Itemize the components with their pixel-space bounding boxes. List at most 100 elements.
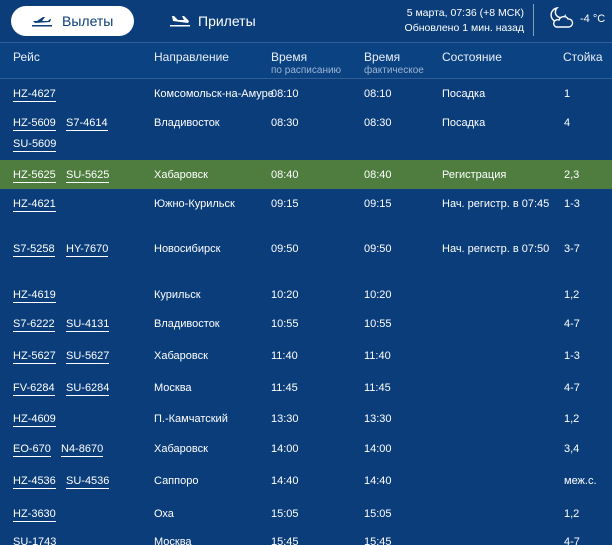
tab-departures-label: Вылеты bbox=[62, 13, 114, 29]
scheduled-time-cell: 15:05 bbox=[271, 508, 299, 520]
flight-number-link[interactable]: SU-6284 bbox=[66, 382, 110, 396]
actual-time-cell: 09:15 bbox=[364, 198, 392, 210]
flight-number-link[interactable]: HZ-5625 bbox=[13, 169, 56, 183]
col-actual: Время фактическое bbox=[364, 50, 424, 76]
gate-cell: 1,2 bbox=[564, 289, 580, 301]
table-row[interactable]: HZ-5609 S7-4614 SU-5609 Владивосток 08:30 08:… bbox=[0, 108, 612, 160]
table-row[interactable]: HZ-4621 Южно-Курильск 09:15 09:15 Нач. регис… bbox=[0, 189, 612, 234]
scheduled-time-cell: 09:15 bbox=[271, 198, 299, 210]
table-header: Рейс Направление Время по расписанию Вре… bbox=[0, 42, 612, 79]
gate-cell: 2,3 bbox=[564, 169, 580, 181]
table-row[interactable]: S7-6222 SU-4131 Владивосток 10:55 10:55 4-7 bbox=[0, 309, 612, 341]
table-row[interactable]: HZ-4609 П.-Камчатский 13:30 13:30 1,2 bbox=[0, 404, 612, 434]
actual-time-cell: 11:45 bbox=[364, 382, 391, 394]
destination-cell: Владивосток bbox=[154, 117, 220, 129]
table-row[interactable]: S7-5258 HY-7670 Новосибирск 09:50 09:50 Нач. … bbox=[0, 234, 612, 280]
tab-departures[interactable]: Вылеты bbox=[11, 6, 134, 36]
flight-number-link[interactable]: HZ-3630 bbox=[13, 508, 56, 522]
scheduled-time-cell: 10:55 bbox=[271, 318, 299, 330]
flight-number-link[interactable]: SU-1743 bbox=[13, 535, 56, 545]
actual-time-cell: 08:30 bbox=[364, 117, 392, 129]
gate-cell: 4-7 bbox=[564, 318, 580, 330]
update-status: Обновлено 1 мин. назад bbox=[404, 22, 524, 34]
flight-number-link[interactable]: SU-5627 bbox=[66, 350, 110, 364]
actual-time-cell: 10:55 bbox=[364, 318, 392, 330]
destination-cell: Курильск bbox=[154, 289, 201, 301]
destination-cell: Хабаровск bbox=[154, 169, 208, 181]
actual-time-cell: 15:45 bbox=[364, 536, 392, 545]
gate-cell: меж.с. bbox=[564, 475, 597, 487]
actual-time-cell: 14:40 bbox=[364, 475, 392, 487]
actual-time-cell: 08:40 bbox=[364, 169, 392, 181]
scheduled-time-cell: 14:00 bbox=[271, 443, 299, 455]
plane-landing-icon bbox=[169, 13, 191, 27]
destination-cell: Саппоро bbox=[154, 475, 199, 487]
plane-takeoff-icon bbox=[31, 13, 53, 27]
actual-time-cell: 13:30 bbox=[364, 413, 392, 425]
flight-number-link[interactable]: HZ-5609 bbox=[13, 117, 56, 131]
actual-time-cell: 09:50 bbox=[364, 243, 392, 255]
flight-number-link[interactable]: SU-4131 bbox=[66, 318, 110, 332]
flight-number-link[interactable]: HZ-4621 bbox=[13, 198, 56, 212]
gate-cell: 4-7 bbox=[564, 536, 580, 545]
flight-number-link[interactable]: S7-6222 bbox=[13, 318, 55, 332]
table-row[interactable]: HZ-4536 SU-4536 Саппоро 14:40 14:40 меж.с. bbox=[0, 466, 612, 499]
flight-number-link[interactable]: HZ-4609 bbox=[13, 413, 56, 427]
actual-time-cell: 14:00 bbox=[364, 443, 392, 455]
destination-cell: Хабаровск bbox=[154, 350, 208, 362]
flight-number-link[interactable]: SU-5625 bbox=[66, 169, 110, 183]
col-direction: Направление bbox=[154, 50, 229, 64]
flight-number-link[interactable]: HZ-5627 bbox=[13, 350, 56, 364]
flight-number-link[interactable]: HZ-4536 bbox=[13, 475, 56, 489]
status-cell: Посадка bbox=[442, 88, 486, 100]
flight-number-link[interactable]: S7-5258 bbox=[13, 243, 55, 257]
gate-cell: 1,2 bbox=[564, 508, 580, 520]
gate-cell: 1-3 bbox=[564, 350, 580, 362]
destination-cell: П.-Камчатский bbox=[154, 413, 228, 425]
status-cell: Регистрация bbox=[442, 169, 507, 181]
partly-cloudy-night-icon bbox=[547, 5, 575, 36]
table-row[interactable]: SU-1743 Москва 15:45 15:45 4-7 bbox=[0, 527, 612, 545]
col-scheduled-sub: по расписанию bbox=[271, 65, 342, 76]
flight-number-link[interactable]: SU-4536 bbox=[66, 475, 110, 489]
table-row[interactable]: FV-6284 SU-6284 Москва 11:45 11:45 4-7 bbox=[0, 373, 612, 404]
col-actual-label: Время bbox=[364, 50, 401, 64]
scheduled-time-cell: 08:30 bbox=[271, 117, 299, 129]
weather-temperature: -4 °C bbox=[580, 13, 606, 25]
col-gate: Стойка bbox=[563, 50, 603, 64]
scheduled-time-cell: 14:40 bbox=[271, 475, 299, 487]
scheduled-time-cell: 15:45 bbox=[271, 536, 299, 545]
datetime-info: 5 марта, 07:36 (+8 МСК) Обновлено 1 мин.… bbox=[405, 6, 524, 36]
flight-number-link[interactable]: S7-4614 bbox=[66, 117, 108, 131]
flight-number-link[interactable]: EO-670 bbox=[13, 443, 51, 457]
col-scheduled: Время по расписанию bbox=[271, 50, 341, 76]
gate-cell: 4-7 bbox=[564, 382, 580, 394]
actual-time-cell: 08:10 bbox=[364, 88, 392, 100]
scheduled-time-cell: 08:10 bbox=[271, 88, 299, 100]
gate-cell: 1-3 bbox=[564, 198, 580, 210]
flight-number-link[interactable]: HZ-4627 bbox=[13, 88, 56, 102]
flight-number-link[interactable]: SU-5609 bbox=[13, 138, 57, 152]
flight-number-link[interactable]: HZ-4619 bbox=[13, 289, 56, 303]
table-row[interactable]: HZ-4627 Комсомольск-на-Амуре 08:10 08:10 Пос… bbox=[0, 79, 612, 108]
gate-cell: 3,4 bbox=[564, 443, 580, 455]
scheduled-time-cell: 11:40 bbox=[271, 350, 298, 362]
flight-number-link[interactable]: FV-6284 bbox=[13, 382, 55, 396]
table-row[interactable]: HZ-4619 Курильск 10:20 10:20 1,2 bbox=[0, 280, 612, 309]
flight-number-link[interactable]: N4-8670 bbox=[61, 443, 104, 457]
current-datetime: 5 марта, 07:36 (+8 МСК) bbox=[406, 7, 524, 19]
table-row[interactable]: HZ-5625 SU-5625 Хабаровск 08:40 08:40 Регистр… bbox=[0, 160, 612, 189]
flight-number-link[interactable]: HY-7670 bbox=[66, 243, 109, 257]
destination-cell: Хабаровск bbox=[154, 443, 208, 455]
destination-cell: Комсомольск-на-Амуре bbox=[154, 88, 274, 100]
scheduled-time-cell: 11:45 bbox=[271, 382, 298, 394]
gate-cell: 1 bbox=[564, 88, 571, 100]
destination-cell: Москва bbox=[154, 536, 192, 545]
tab-arrivals-label: Прилеты bbox=[198, 13, 256, 29]
table-row[interactable]: EO-670 N4-8670 Хабаровск 14:00 14:00 3,4 bbox=[0, 434, 612, 466]
destination-cell: Оха bbox=[154, 508, 174, 520]
table-row[interactable]: HZ-3630 Оха 15:05 15:05 1,2 bbox=[0, 499, 612, 527]
table-row[interactable]: HZ-5627 SU-5627 Хабаровск 11:40 11:40 1-3 bbox=[0, 341, 612, 373]
top-bar: Вылеты Прилеты 5 марта, 07:36 (+8 МСК) О… bbox=[0, 0, 612, 42]
tab-arrivals[interactable]: Прилеты bbox=[166, 6, 276, 36]
